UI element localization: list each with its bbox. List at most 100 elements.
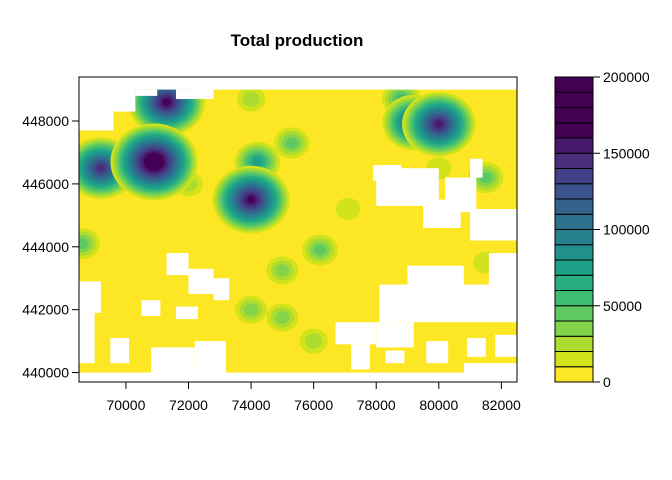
legend-band: [554, 107, 594, 124]
x-tick-label: 76000: [294, 397, 333, 413]
contour-band: [79, 238, 89, 250]
hotspot: [335, 198, 361, 221]
contour-band: [242, 91, 260, 107]
no-data-region: [175, 306, 198, 320]
no-data-region: [166, 253, 189, 276]
contour-band: [150, 158, 158, 166]
plot-frame: [78, 76, 518, 383]
legend-band: [554, 244, 594, 261]
hotspot: [299, 328, 328, 354]
no-data-region: [79, 312, 95, 364]
chart-title: Total production: [231, 31, 364, 50]
legend-band: [554, 168, 594, 185]
hotspot: [236, 86, 266, 112]
hotspot: [302, 234, 338, 266]
legend-tick-label: 0: [603, 374, 611, 390]
contour-band: [252, 157, 263, 167]
hotspot: [235, 295, 268, 324]
hotspot: [79, 228, 100, 260]
legend-band: [554, 335, 594, 352]
y-tick-label: 444000: [22, 239, 69, 255]
no-data-region: [407, 265, 464, 285]
contour-band: [97, 164, 105, 172]
y-axis: 440000 442000 444000 446000 448000: [22, 113, 79, 381]
no-data-region: [488, 253, 517, 285]
y-tick-label: 448000: [22, 113, 69, 129]
no-data-region: [385, 350, 405, 364]
legend-band: [554, 137, 594, 154]
legend-band: [554, 259, 594, 276]
legend-tick-label: 150000: [603, 145, 650, 161]
legend-band: [554, 183, 594, 200]
legend-band: [554, 76, 594, 93]
contour-band: [162, 98, 171, 106]
no-data-region: [175, 89, 214, 100]
no-data-region: [426, 341, 449, 364]
contour-band: [275, 311, 290, 324]
no-data-region: [141, 300, 161, 316]
contour-band: [304, 333, 323, 349]
no-data-region: [376, 322, 414, 348]
y-tick-label: 442000: [22, 302, 69, 318]
contour-band: [313, 244, 327, 256]
no-data-region: [466, 337, 486, 357]
no-data-region: [79, 372, 517, 382]
legend-band: [554, 366, 594, 383]
legend-band: [554, 91, 594, 108]
no-data-region: [470, 209, 517, 241]
no-data-region: [79, 281, 101, 313]
x-axis: 70000 72000 74000 76000 78000 80000 82000: [106, 382, 521, 413]
legend-band: [554, 274, 594, 291]
no-data-region: [110, 337, 130, 364]
x-tick-label: 82000: [482, 397, 521, 413]
x-tick-label: 72000: [169, 397, 208, 413]
contour-band: [335, 198, 361, 221]
legend-tick-label: 50000: [603, 298, 642, 314]
y-tick-label: 446000: [22, 176, 69, 192]
legend-band: [554, 152, 594, 169]
no-data-region: [423, 199, 461, 228]
hotspot: [212, 165, 290, 234]
no-data-region: [79, 77, 517, 90]
no-data-region: [213, 278, 230, 301]
hotspot: [274, 127, 310, 159]
hotspot: [110, 123, 198, 201]
no-data-region: [135, 89, 158, 96]
hotspot: [402, 91, 476, 157]
y-tick-label: 440000: [22, 365, 69, 381]
no-data-region: [188, 268, 214, 294]
contour-band: [243, 303, 259, 316]
no-data-region: [463, 363, 517, 373]
legend-band: [554, 213, 594, 230]
x-tick-label: 70000: [106, 397, 145, 413]
hotspot: [266, 303, 299, 332]
contour-band: [285, 137, 298, 149]
no-data-region: [379, 284, 517, 323]
legend-tick-label: 200000: [603, 69, 650, 85]
no-data-region: [351, 344, 370, 370]
no-data-region: [79, 111, 114, 131]
legend-band: [554, 122, 594, 139]
contour-field: [79, 77, 517, 382]
legend-tick-label: 100000: [603, 222, 650, 238]
color-legend: 0 50000 100000 150000 200000: [554, 69, 650, 390]
legend-band: [554, 290, 594, 307]
contour-band: [275, 264, 290, 277]
legend-band: [554, 351, 594, 368]
no-data-region: [470, 158, 483, 178]
contour-band: [247, 196, 255, 203]
hotspot: [266, 256, 299, 285]
no-data-region: [335, 322, 377, 345]
x-tick-label: 74000: [232, 397, 271, 413]
legend-band: [554, 320, 594, 337]
legend-band: [554, 229, 594, 246]
contour-band: [479, 172, 492, 184]
no-data-region: [79, 89, 136, 112]
x-tick-label: 78000: [357, 397, 396, 413]
no-data-region: [495, 334, 517, 357]
legend-band: [554, 198, 594, 215]
no-data-region: [373, 165, 402, 181]
legend-band: [554, 305, 594, 322]
x-tick-label: 80000: [419, 397, 458, 413]
